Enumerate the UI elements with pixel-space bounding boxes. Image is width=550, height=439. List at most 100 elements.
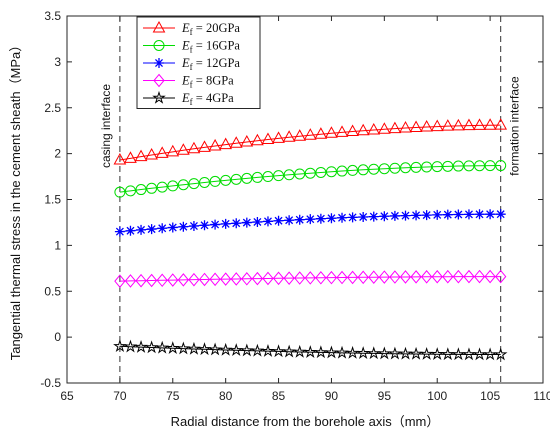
x-tick-label: 95	[378, 389, 392, 403]
legend-label: Ef = 4GPa	[181, 91, 234, 107]
data-point	[262, 216, 273, 227]
data-point	[399, 270, 412, 284]
data-point	[188, 272, 200, 287]
data-point	[294, 168, 306, 180]
data-point	[251, 271, 264, 286]
data-point	[188, 220, 199, 231]
data-point	[198, 272, 211, 287]
y-axis-title: Tangential thermal stress in the cement …	[8, 39, 23, 361]
data-point	[484, 160, 496, 172]
data-point	[431, 269, 443, 284]
data-point	[494, 118, 508, 130]
data-point	[154, 58, 164, 68]
y-tick-label: 0	[54, 330, 61, 344]
data-point	[452, 269, 465, 284]
data-point	[421, 210, 432, 221]
data-point	[262, 271, 274, 286]
data-point	[325, 126, 338, 138]
data-point	[230, 272, 242, 286]
data-point	[155, 146, 169, 158]
data-point	[430, 347, 444, 360]
data-point	[388, 121, 402, 134]
data-point	[146, 224, 157, 235]
data-point	[294, 271, 306, 285]
data-point	[409, 120, 423, 133]
y-tick-label: 2.5	[44, 101, 61, 115]
data-point	[314, 127, 328, 139]
data-point	[114, 186, 126, 198]
data-point	[271, 344, 286, 358]
data-point	[113, 339, 127, 353]
data-point	[419, 347, 434, 360]
data-point	[379, 211, 390, 222]
data-point	[358, 211, 369, 222]
series-4GPa	[113, 339, 508, 361]
data-point	[411, 210, 422, 221]
x-tick-label: 70	[113, 389, 127, 403]
data-point	[473, 269, 486, 284]
data-point	[337, 212, 348, 223]
data-point	[388, 346, 402, 360]
data-point	[208, 342, 222, 356]
data-point	[145, 273, 158, 288]
data-point	[495, 209, 506, 220]
data-point	[442, 209, 453, 220]
data-point	[462, 118, 476, 131]
data-point	[241, 272, 253, 286]
legend-label: Ef = 16GPa	[181, 39, 240, 55]
y-tick-label: 1	[54, 238, 61, 252]
data-point	[135, 273, 147, 288]
data-point	[378, 163, 390, 175]
data-point	[124, 151, 137, 163]
data-point	[389, 270, 401, 284]
data-point	[421, 161, 433, 173]
data-point	[463, 209, 474, 220]
data-point	[410, 270, 422, 284]
y-tick-label: 2	[54, 147, 61, 161]
data-point	[187, 141, 201, 154]
x-tick-label: 105	[480, 389, 500, 403]
data-point	[250, 343, 265, 357]
data-point	[474, 209, 485, 220]
legend-label: Ef = 8GPa	[181, 74, 234, 90]
data-point	[304, 167, 316, 179]
data-point	[156, 181, 168, 193]
data-point	[335, 125, 349, 137]
x-tick-label: 85	[272, 389, 286, 403]
data-point	[347, 212, 358, 223]
data-point	[144, 340, 159, 354]
y-tick-label: 1.5	[44, 193, 61, 207]
y-tick-label: 3	[54, 55, 61, 69]
data-point	[273, 215, 284, 226]
data-point	[210, 219, 221, 230]
data-point	[400, 210, 411, 221]
data-point	[368, 270, 380, 284]
data-point	[209, 272, 221, 287]
data-point	[325, 166, 337, 178]
annotation-label: casing interface	[99, 84, 113, 168]
data-point	[346, 270, 359, 285]
series-12GPa	[114, 209, 506, 237]
data-point	[157, 223, 168, 234]
data-point	[453, 209, 464, 220]
data-point	[377, 346, 392, 360]
data-point	[283, 271, 295, 285]
data-point	[324, 345, 339, 359]
data-point	[229, 136, 243, 148]
data-point	[420, 119, 433, 132]
data-point	[176, 341, 191, 355]
data-point	[451, 347, 466, 361]
data-point	[187, 341, 201, 355]
data-point	[135, 184, 147, 196]
data-point	[325, 270, 338, 285]
data-point	[123, 339, 138, 353]
data-point	[430, 119, 444, 132]
data-point	[410, 161, 422, 173]
data-point	[156, 273, 168, 288]
annotation-label: formation interface	[508, 76, 522, 176]
x-tick-label: 80	[219, 389, 233, 403]
legend-item: Ef = 20GPa	[143, 20, 240, 37]
data-point	[220, 174, 232, 186]
data-point	[378, 270, 390, 284]
